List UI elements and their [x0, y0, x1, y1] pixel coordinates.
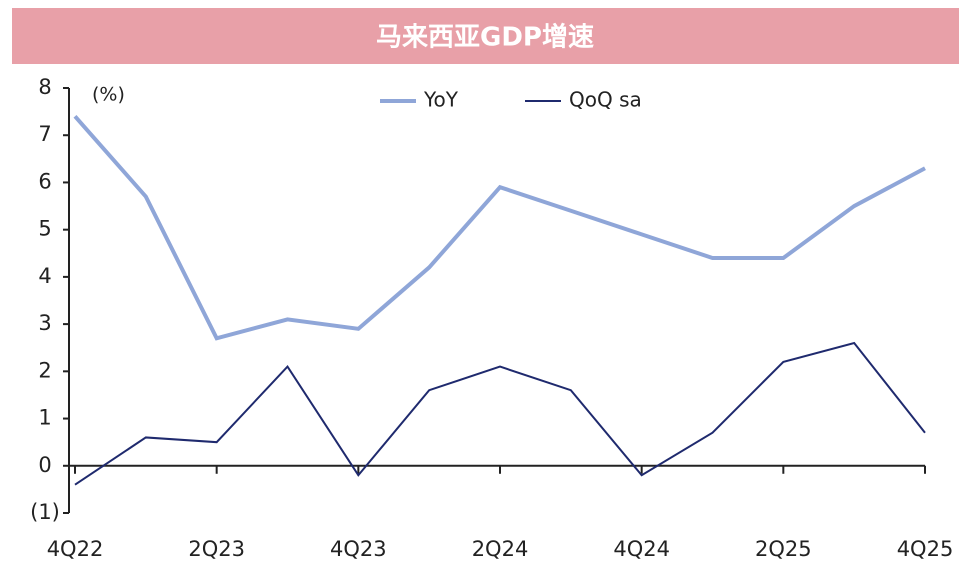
y-unit: (%) — [92, 84, 125, 106]
x-tick-label: 2Q24 — [472, 537, 529, 561]
x-tick-label: 4Q22 — [47, 537, 104, 561]
series-line — [74, 341, 926, 486]
y-tick-label: (1) — [30, 500, 60, 524]
y-tick-label: 3 — [38, 311, 51, 335]
y-tick-label: 8 — [38, 75, 51, 99]
series-line — [73, 115, 926, 341]
x-tick-label: 2Q25 — [755, 537, 812, 561]
y-tick-label: 4 — [38, 264, 51, 288]
legend-label: QoQ sa — [569, 88, 642, 112]
x-tick-label: 4Q23 — [330, 537, 387, 561]
y-tick-label: 5 — [38, 217, 51, 241]
x-tick-label: 4Q24 — [613, 537, 670, 561]
title-banner — [12, 8, 959, 64]
x-tick-label: 4Q25 — [897, 537, 954, 561]
y-tick-label: 7 — [38, 122, 51, 146]
chart-title: 马来西亚GDP增速 — [376, 22, 594, 53]
x-tick-label: 2Q23 — [188, 537, 245, 561]
y-tick-label: 0 — [38, 453, 51, 477]
y-tick-label: 1 — [38, 406, 51, 430]
y-tick-label: 6 — [38, 169, 51, 193]
y-tick-label: 2 — [38, 358, 51, 382]
legend-label: YoY — [423, 88, 459, 112]
